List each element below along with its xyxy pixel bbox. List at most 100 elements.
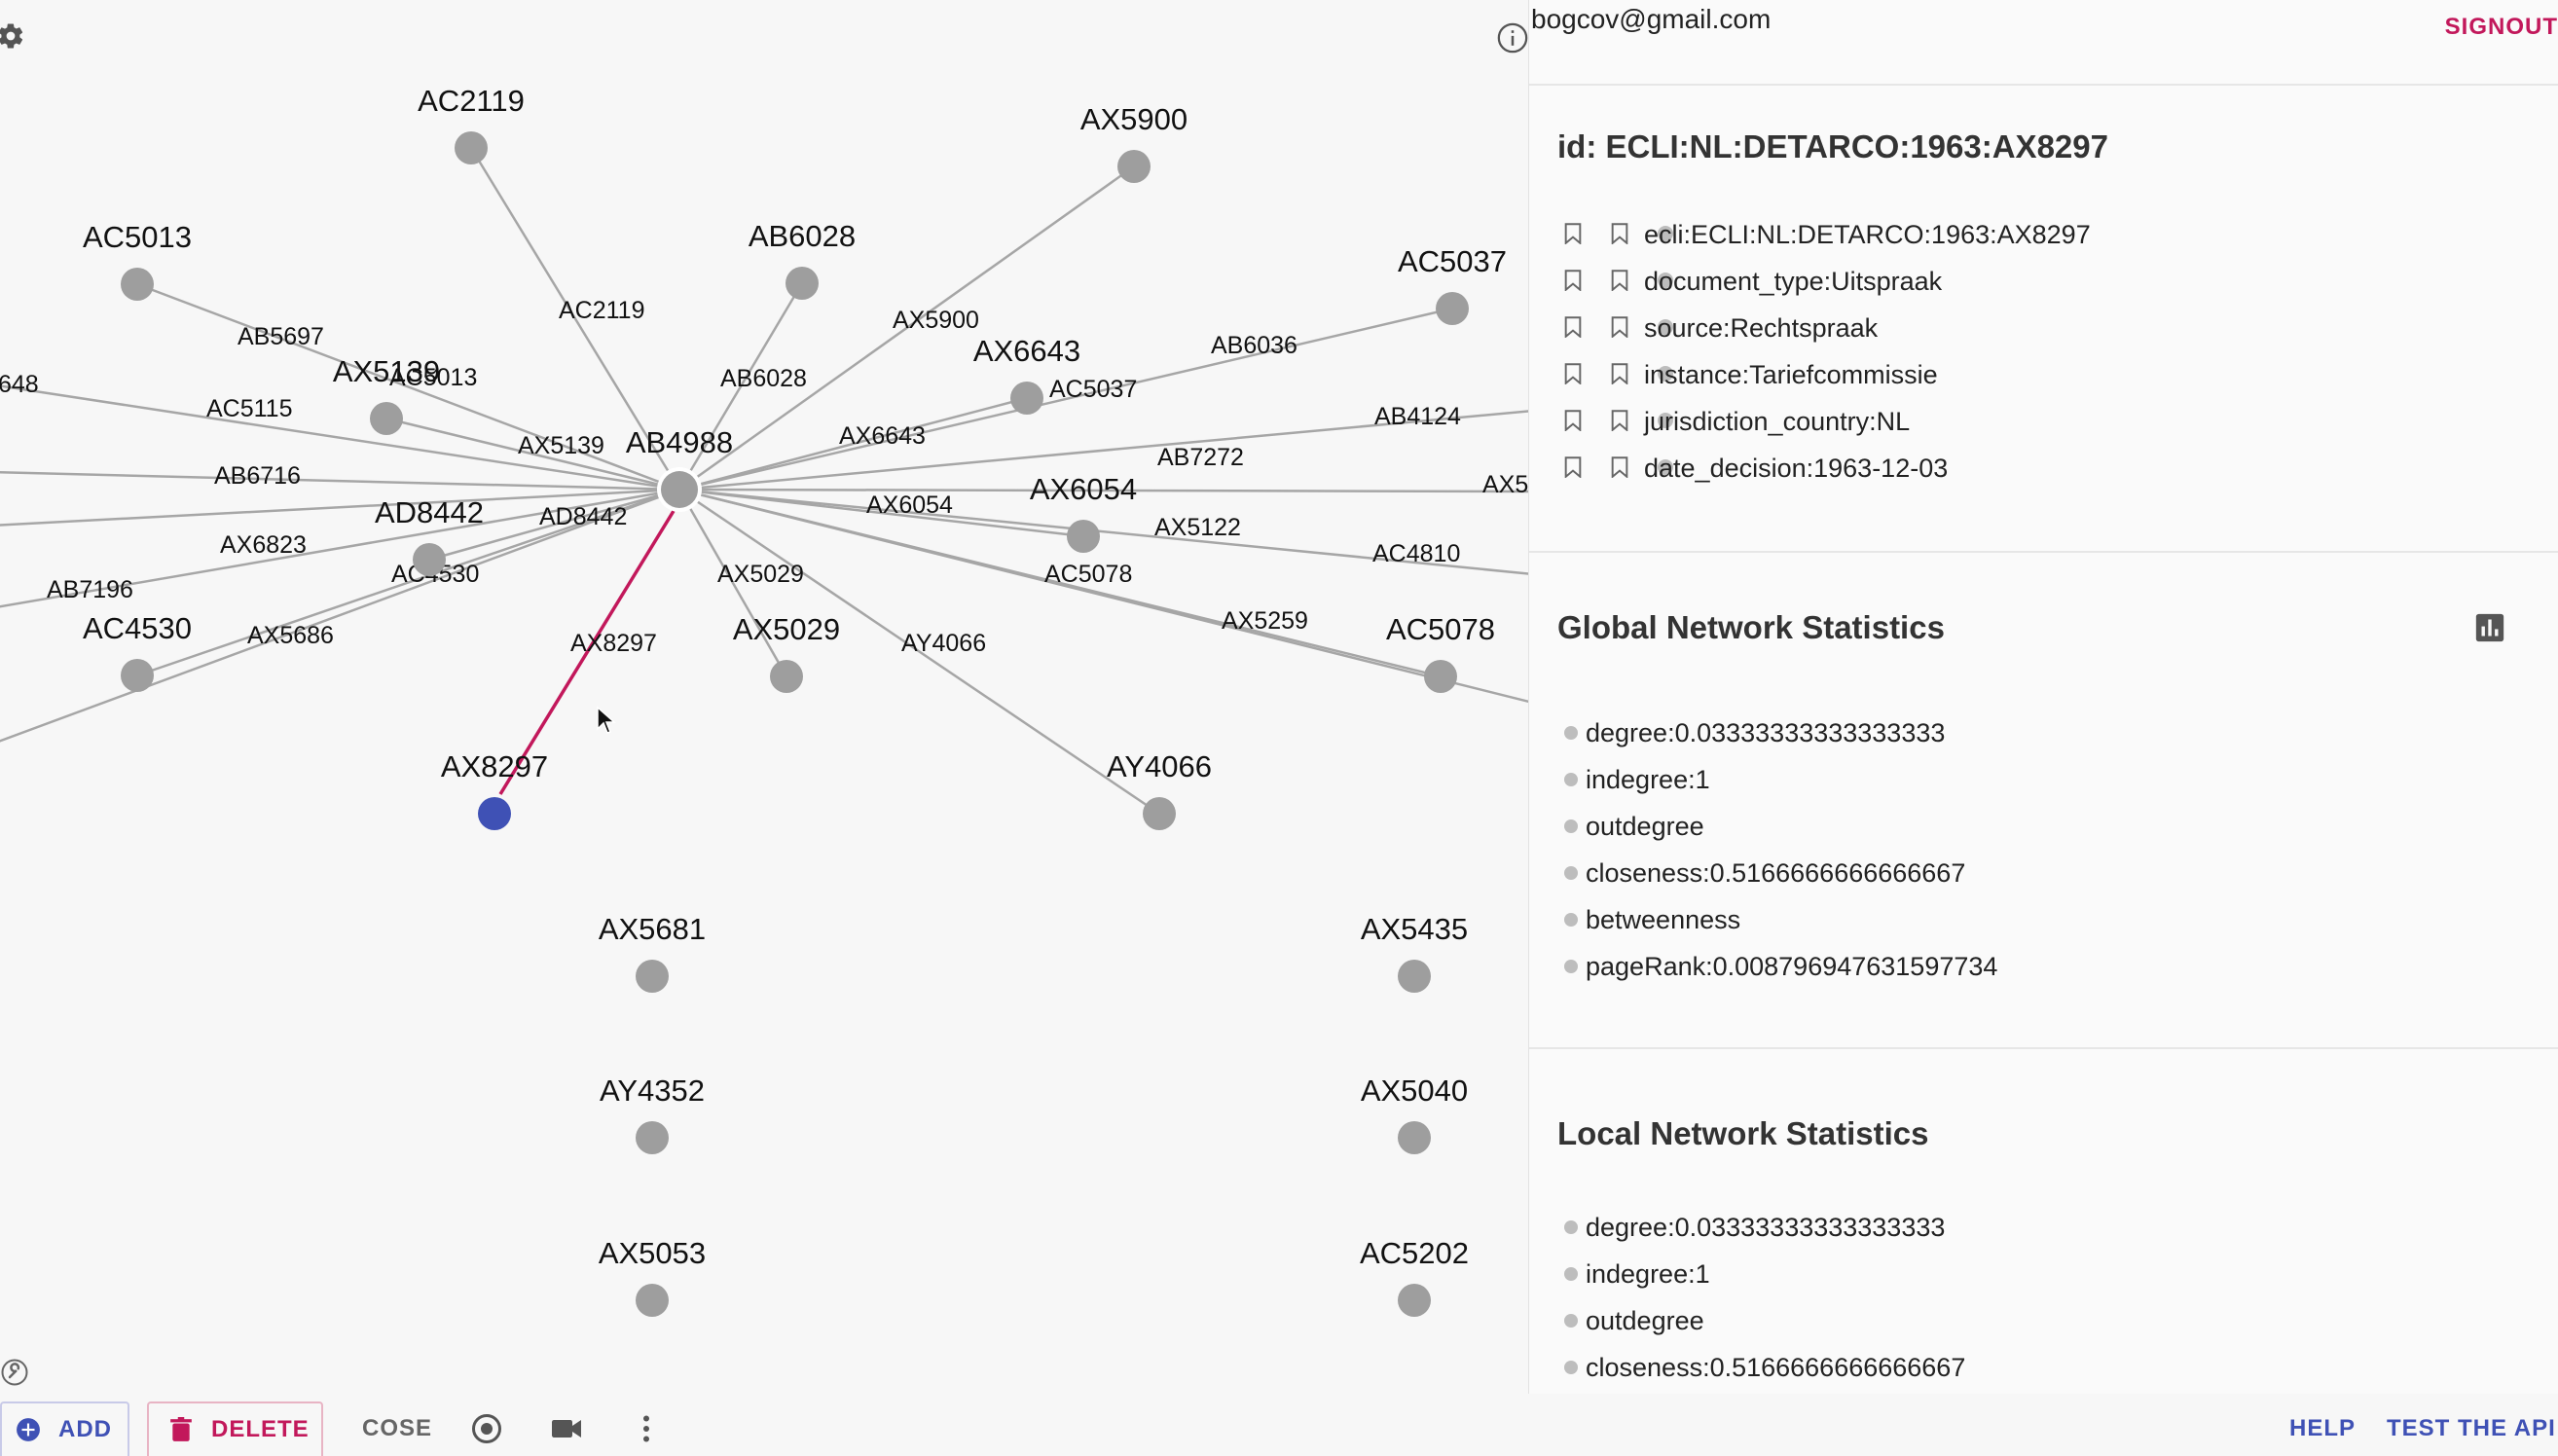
graph-edge[interactable] <box>678 488 1528 493</box>
graph-edge[interactable] <box>677 282 804 491</box>
graph-node[interactable] <box>1398 1284 1431 1317</box>
property-dot <box>1658 366 1673 382</box>
edge-label: AC5115 <box>206 395 293 422</box>
graph-node[interactable] <box>636 1284 669 1317</box>
graph-node[interactable] <box>786 267 819 300</box>
graph-edge[interactable] <box>678 307 1453 491</box>
graph-node[interactable] <box>1436 292 1469 325</box>
add-button[interactable]: ADD <box>0 1401 129 1456</box>
graph-canvas[interactable]: AC2119 AX5900 AB5697 AC5013 AB6028 AB6036 AC50… <box>0 0 1528 1394</box>
graph-edge[interactable] <box>0 384 680 491</box>
graph-node[interactable] <box>121 268 154 301</box>
graph-edge[interactable] <box>428 488 680 562</box>
node-label: AY4352 <box>600 1074 705 1108</box>
node-label: AX8297 <box>441 749 548 783</box>
layout-cose-button[interactable]: COSE <box>362 1401 432 1456</box>
bookmark-icon[interactable] <box>1611 410 1628 431</box>
graph-node[interactable] <box>1424 660 1457 693</box>
node-label: AC5013 <box>83 220 192 254</box>
bookmark-icon[interactable] <box>1564 363 1582 384</box>
graph-node[interactable] <box>661 471 698 508</box>
bookmark-icon[interactable] <box>1611 456 1628 478</box>
property-text: source:Rechtspraak <box>1644 313 1879 343</box>
delete-button[interactable]: DELETE <box>147 1401 323 1456</box>
edge-label: AX5139 <box>518 432 604 459</box>
bookmark-icon[interactable] <box>1564 270 1582 291</box>
bookmark-icon[interactable] <box>1564 316 1582 338</box>
property-text: ecli:ECLI:NL:DETARCO:1963:AX8297 <box>1644 220 2091 249</box>
stat-dot <box>1564 866 1578 880</box>
stat-text: indegree:1 <box>1586 765 1710 794</box>
graph-edge[interactable] <box>136 488 680 677</box>
graph-node[interactable] <box>1398 1121 1431 1154</box>
graph-edge[interactable] <box>469 147 681 491</box>
graph-edge[interactable] <box>678 488 1528 704</box>
graph-edge[interactable] <box>678 488 1160 816</box>
graph-node[interactable] <box>770 660 803 693</box>
graph-edge[interactable] <box>678 488 1528 575</box>
stat-text: degree:0.03333333333333333 <box>1586 718 1946 747</box>
bookmark-icon[interactable] <box>1564 223 1582 244</box>
bookmark-icon[interactable] <box>1564 456 1582 478</box>
node-label: AC5078 <box>1386 612 1495 646</box>
graph-edge[interactable] <box>0 488 680 608</box>
stat-dot <box>1564 1361 1578 1374</box>
edge-label: 648 <box>0 371 39 398</box>
graph-node[interactable] <box>1010 382 1043 415</box>
test-api-button[interactable]: TEST THE API <box>2387 1401 2556 1456</box>
graph-edge[interactable] <box>0 488 680 527</box>
property-row: date_decision:1963-12-03 <box>1564 448 1948 487</box>
info-icon[interactable] <box>1496 21 1528 55</box>
selected-edge[interactable] <box>498 510 676 795</box>
edge-label: AX8297 <box>570 630 657 657</box>
graph-node[interactable] <box>370 402 403 435</box>
graph-node[interactable] <box>636 960 669 993</box>
selected-node[interactable] <box>478 797 511 830</box>
wrench-icon[interactable] <box>0 1358 29 1387</box>
graph-edge[interactable] <box>678 396 1028 491</box>
bookmark-icon[interactable] <box>1611 270 1628 291</box>
bar-chart-icon[interactable] <box>2473 611 2506 644</box>
stat-text: closeness:0.5166666666666667 <box>1586 858 1966 888</box>
more-vert-icon[interactable] <box>629 1411 664 1446</box>
edge-label: AB7196 <box>47 576 133 603</box>
graph-edge[interactable] <box>678 164 1135 491</box>
edge-label: AC2119 <box>559 297 645 324</box>
signout-button[interactable]: SIGNOUT <box>2444 14 2558 40</box>
stat-dot <box>1564 819 1578 833</box>
graph-node[interactable] <box>413 543 446 576</box>
video-camera-icon[interactable] <box>549 1411 584 1446</box>
stat-dot <box>1564 913 1578 927</box>
property-dot <box>1658 273 1673 288</box>
bookmark-icon[interactable] <box>1611 316 1628 338</box>
global-stats-card: Global Network Statistics degree:0.03333… <box>1529 551 2558 1020</box>
gear-icon[interactable] <box>0 21 25 51</box>
bookmark-icon[interactable] <box>1564 410 1582 431</box>
graph-edge[interactable] <box>0 471 680 491</box>
graph-node[interactable] <box>1117 150 1151 183</box>
node-label: AX6054 <box>1030 472 1137 506</box>
graph-edge[interactable] <box>136 282 680 491</box>
bookmark-icon[interactable] <box>1611 363 1628 384</box>
stat-dot <box>1564 773 1578 786</box>
edge-label: AC5078 <box>1044 561 1132 588</box>
graph-edge[interactable] <box>677 489 788 677</box>
graph-node[interactable] <box>1143 797 1176 830</box>
target-icon[interactable] <box>469 1411 504 1446</box>
graph-node[interactable] <box>121 659 154 692</box>
network-graph[interactable]: AC2119 AX5900 AB5697 AC5013 AB6028 AB6036 AC50… <box>0 0 1528 1394</box>
graph-node[interactable] <box>1398 960 1431 993</box>
graph-node[interactable] <box>1067 520 1100 553</box>
graph-edge[interactable] <box>385 417 680 491</box>
property-text: instance:Tariefcommissie <box>1644 360 1938 389</box>
node-label: AX5029 <box>733 612 840 646</box>
graph-node[interactable] <box>636 1121 669 1154</box>
local-stats-card: Local Network Statistics degree:0.033333… <box>1529 1047 2558 1394</box>
graph-edge[interactable] <box>678 410 1528 491</box>
help-button[interactable]: HELP <box>2289 1401 2356 1456</box>
graph-edge[interactable] <box>0 488 680 745</box>
edge-label: AX5259 <box>1222 607 1308 635</box>
delete-label: DELETE <box>211 1416 310 1442</box>
graph-node[interactable] <box>455 131 488 164</box>
bookmark-icon[interactable] <box>1611 223 1628 244</box>
